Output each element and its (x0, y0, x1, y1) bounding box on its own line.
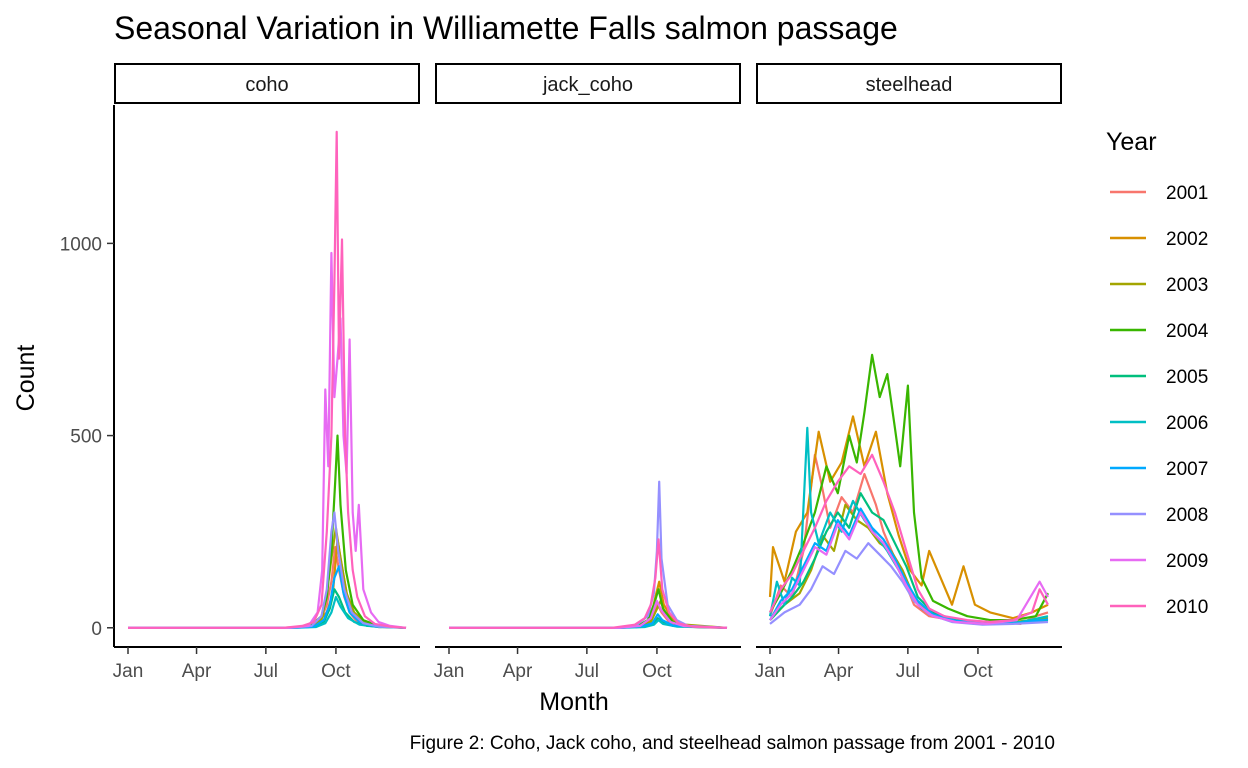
x-tick-label: Apr (182, 661, 212, 682)
legend-item-2007: 2007 (1110, 459, 1208, 480)
legend-label: 2010 (1166, 597, 1208, 618)
series-line-2010-steelhead (769, 453, 1049, 624)
legend-label: 2002 (1166, 229, 1208, 250)
facet-panel-jack_coho: jack_coho Jan Apr Jul Oct (434, 63, 741, 682)
facet-strip (756, 63, 1062, 104)
legend-title: Year (1106, 128, 1157, 156)
y-tick-label: 1000 (60, 234, 102, 255)
legend-label: 2006 (1166, 413, 1208, 434)
x-tick-label: Oct (321, 661, 351, 682)
x-tick-label: Jan (434, 661, 465, 682)
x-tick-label: Jan (113, 661, 144, 682)
legend-label: 2001 (1166, 183, 1208, 204)
series-line-2010-jack_coho (449, 538, 728, 629)
legend: Year 2001 2002 2003 2004 2005 2006 2007 2008 200… (1106, 128, 1209, 618)
legend-item-2005: 2005 (1110, 367, 1208, 388)
figure-caption: Figure 2: Coho, Jack coho, and steelhead… (410, 733, 1055, 754)
series-line-2008-coho (128, 511, 407, 629)
legend-item-2001: 2001 (1110, 183, 1208, 204)
legend-item-2004: 2004 (1110, 321, 1209, 342)
facet-strip (435, 63, 741, 104)
x-tick-label: Apr (503, 661, 533, 682)
legend-item-2003: 2003 (1110, 275, 1208, 296)
x-tick-label: Jan (755, 661, 786, 682)
facet-panel-steelhead: steelhead Jan Apr Jul Oct (755, 63, 1062, 682)
legend-item-2006: 2006 (1110, 413, 1208, 434)
facet-strip-label: steelhead (866, 74, 953, 96)
series-line-2004-steelhead (769, 353, 1049, 622)
y-axis: 0 500 1000 (60, 105, 115, 647)
legend-item-2002: 2002 (1110, 229, 1208, 250)
x-tick-label: Oct (963, 661, 993, 682)
chart-title: Seasonal Variation in Williamette Falls … (114, 10, 898, 46)
legend-item-2010: 2010 (1110, 597, 1208, 618)
legend-label: 2004 (1166, 321, 1209, 342)
legend-label: 2005 (1166, 367, 1208, 388)
x-tick-label: Jul (896, 661, 920, 682)
x-tick-label: Jul (254, 661, 278, 682)
legend-label: 2009 (1166, 551, 1208, 572)
facet-panel-coho: coho Jan Apr Jul Oct (113, 63, 420, 682)
x-tick-label: Apr (824, 661, 854, 682)
series-line-2009-steelhead (769, 511, 1049, 625)
y-axis-title: Count (12, 345, 40, 412)
legend-item-2008: 2008 (1110, 505, 1208, 526)
x-tick-label: Oct (642, 661, 672, 682)
facet-strip (114, 63, 420, 104)
facet-strip-label: jack_coho (542, 74, 633, 96)
series-line-2002-steelhead (768, 415, 1049, 620)
facet-strip-label: coho (245, 74, 288, 96)
legend-item-2009: 2009 (1110, 551, 1208, 572)
legend-label: 2007 (1166, 459, 1208, 480)
y-tick-label: 0 (91, 619, 102, 640)
y-tick-label: 500 (70, 427, 102, 448)
x-axis-title: Month (539, 688, 608, 716)
series-line-2009-coho (128, 251, 407, 629)
legend-label: 2003 (1166, 275, 1208, 296)
series-line-2009-jack_coho (449, 599, 728, 629)
legend-label: 2008 (1166, 505, 1208, 526)
x-tick-label: Jul (575, 661, 599, 682)
series-line-2010-coho (128, 130, 407, 629)
